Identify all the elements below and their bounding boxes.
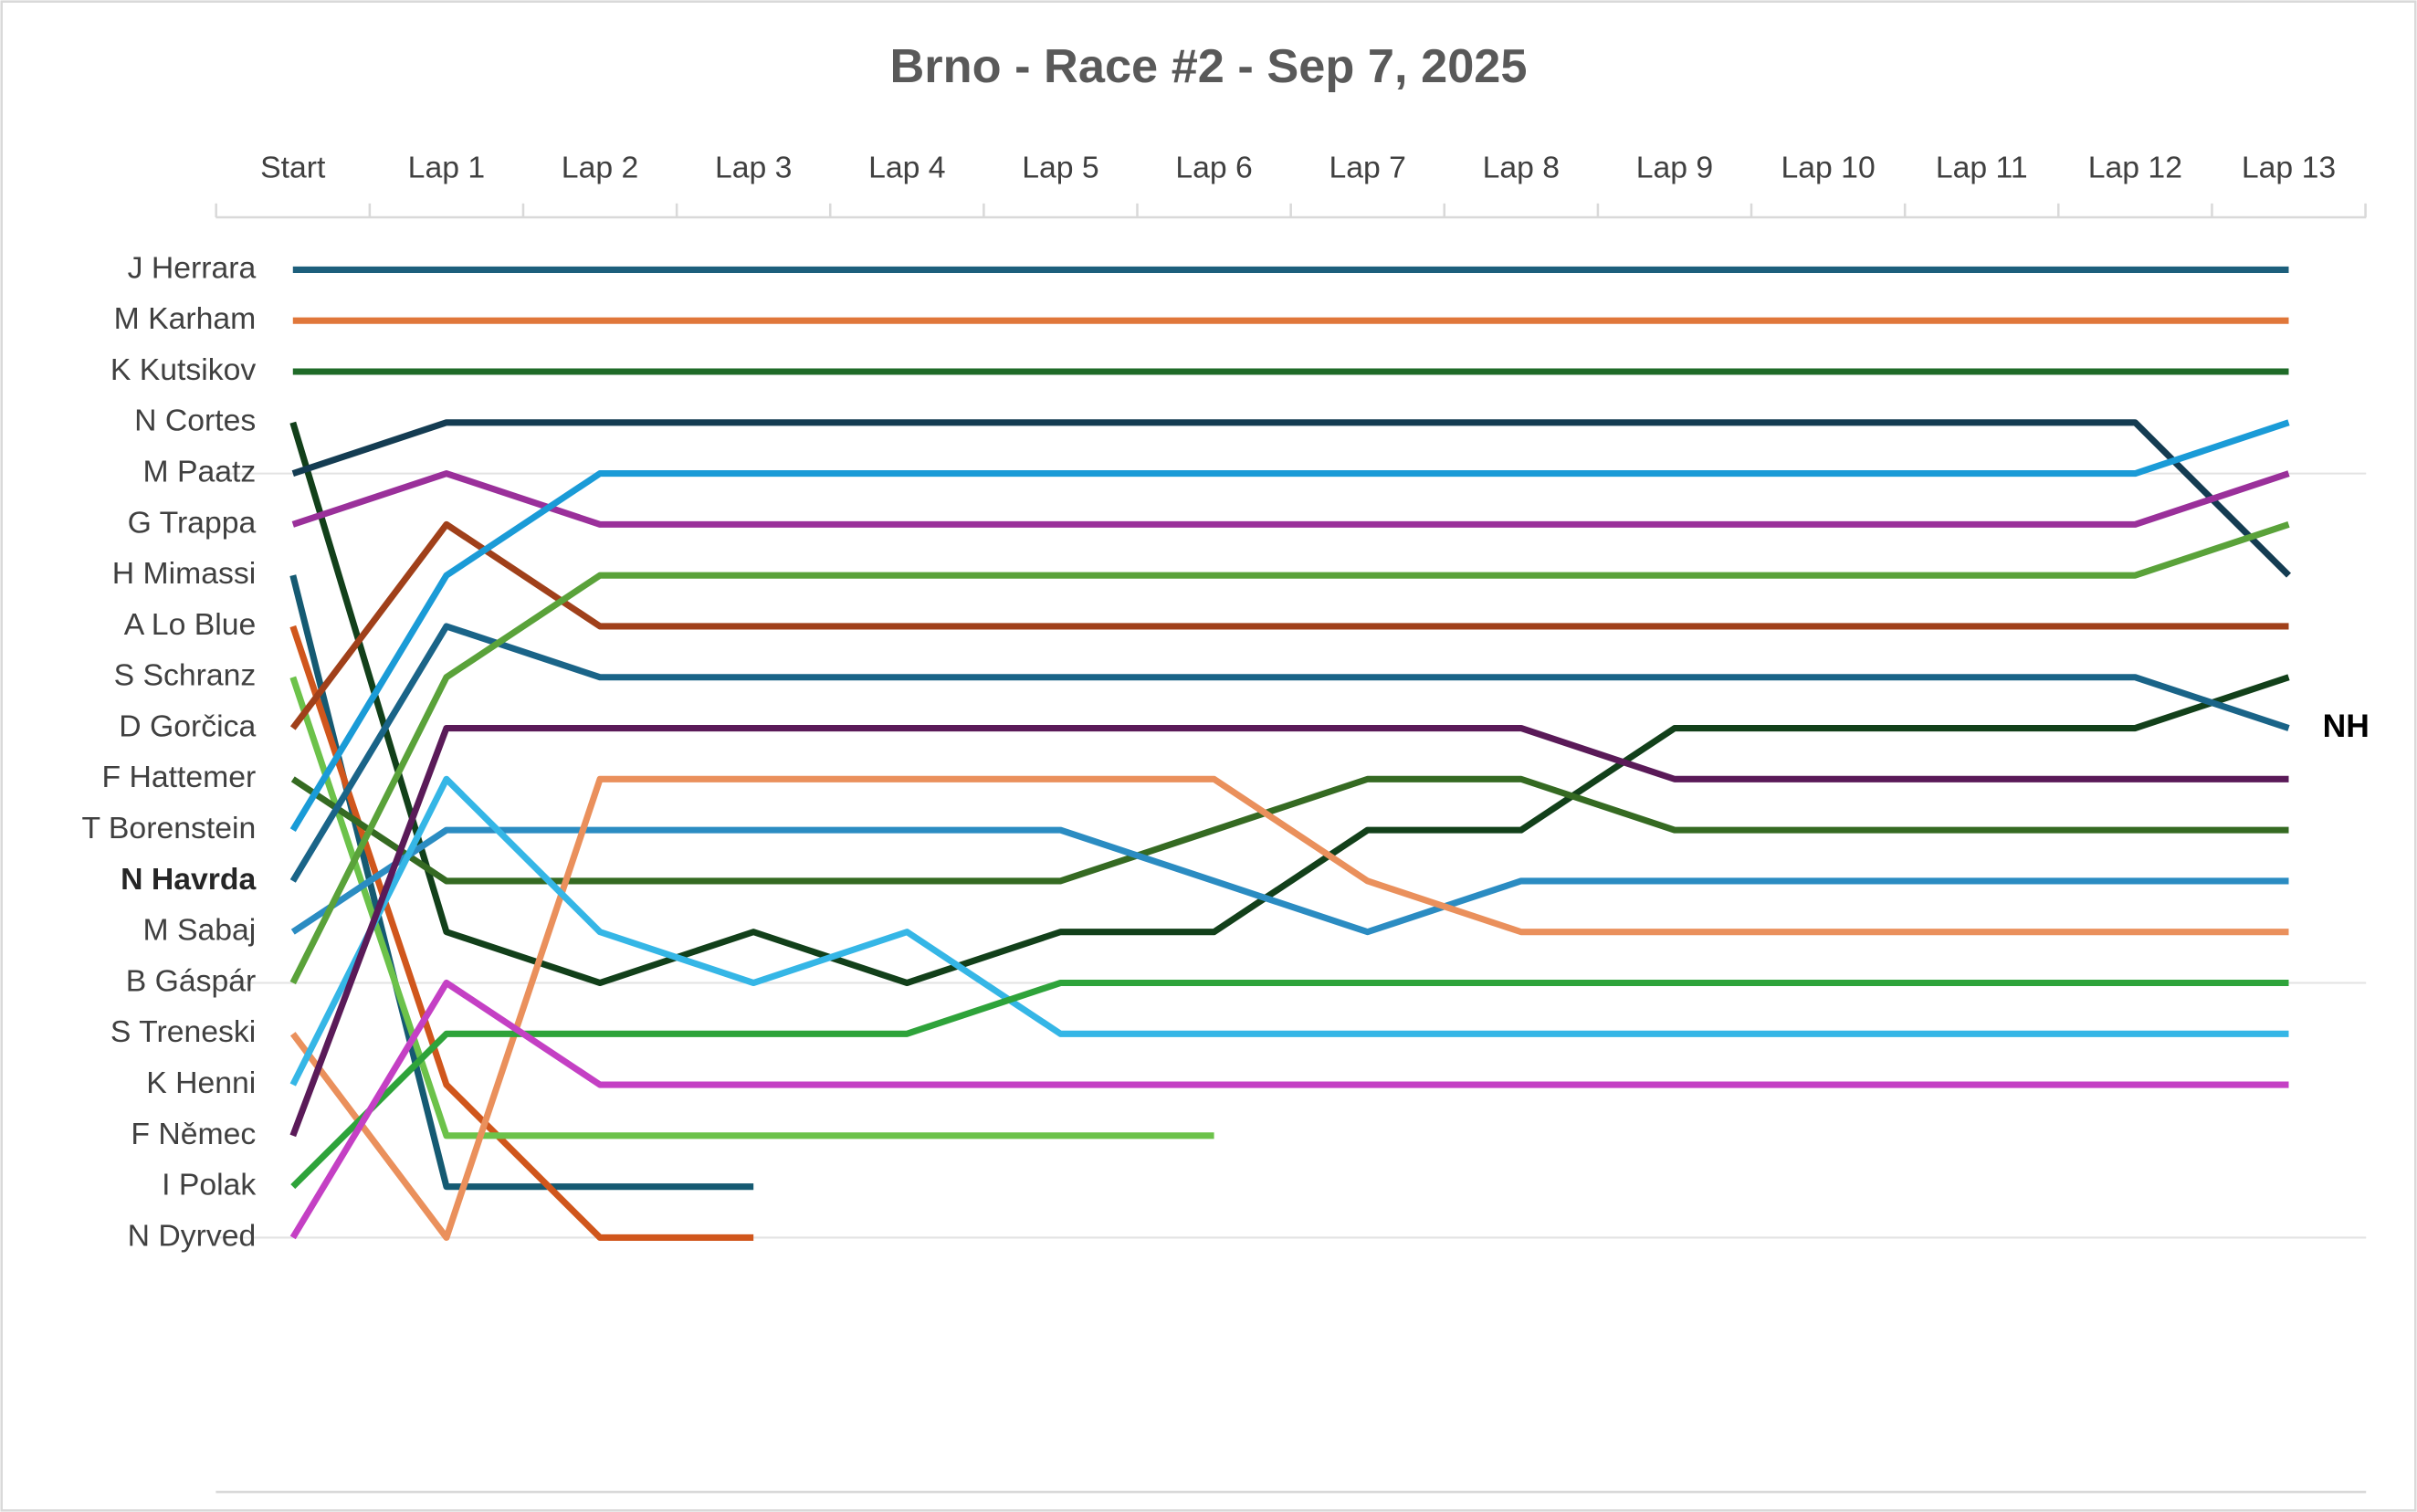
y-tick-label: F Hattemer: [101, 760, 256, 794]
x-tick-label: Lap 10: [1781, 151, 1875, 185]
x-tick-label: Lap 11: [1936, 151, 2028, 185]
y-tick-label: S Schranz: [114, 658, 257, 693]
x-tick-label: Lap 13: [2242, 151, 2336, 185]
series-line: [289, 419, 2290, 832]
y-tick-label: F Němec: [131, 1117, 256, 1151]
x-tick-label: Lap 9: [1636, 151, 1713, 185]
series-line: [289, 421, 2290, 987]
y-tick-label: D Gorčica: [119, 709, 256, 743]
y-tick-label: H Mimassi: [112, 556, 256, 591]
y-tick-label: N Cortes: [134, 404, 256, 438]
x-tick-label: Lap 3: [715, 151, 792, 185]
y-tick-label: S Treneski: [110, 1014, 256, 1049]
end-annotation: NH: [2323, 708, 2370, 744]
x-tick-label: Lap 8: [1483, 151, 1560, 185]
x-tick-label: Lap 1: [408, 151, 485, 185]
y-tick-label: K Henni: [146, 1066, 256, 1100]
y-tick-label: N Havrda: [121, 862, 256, 897]
y-tick-label: M Sabaj: [142, 913, 256, 948]
x-tick-label: Lap 7: [1329, 151, 1405, 185]
y-tick-label: J Herrara: [128, 250, 257, 285]
series-line: [291, 470, 2290, 528]
y-tick-label: T Borenstein: [82, 811, 257, 845]
series-line: [290, 826, 2289, 936]
x-tick-label: Lap 12: [2088, 151, 2182, 185]
x-tick-label: Lap 5: [1022, 151, 1098, 185]
y-tick-label: B Gáspár: [126, 963, 257, 998]
series-line: [289, 625, 754, 1241]
y-tick-label: G Trappa: [128, 505, 257, 540]
y-tick-label: I Polak: [162, 1168, 256, 1202]
y-tick-label: N Dyrved: [128, 1218, 257, 1253]
x-tick-label: Lap 2: [562, 151, 638, 185]
x-tick-label: Lap 6: [1175, 151, 1252, 185]
series-line: [289, 520, 2289, 730]
y-tick-label: M Karham: [114, 301, 257, 336]
series-line: [289, 979, 2289, 1240]
series-line: [290, 979, 2289, 1190]
series-line: [289, 623, 2290, 883]
series-line: [290, 775, 2289, 885]
chart-title: Brno - Race #2 - Sep 7, 2025: [889, 40, 1527, 93]
y-tick-label: A Lo Blue: [124, 607, 256, 642]
y-tick-label: M Paatz: [142, 454, 256, 488]
y-tick-label: K Kutsikov: [110, 352, 257, 387]
series-line: [289, 724, 2289, 1138]
series-line: [289, 775, 2289, 1087]
series-line: [291, 419, 2292, 578]
series-line: [289, 775, 2289, 1241]
series-line: [289, 521, 2290, 985]
x-tick-label: Lap 4: [868, 151, 945, 185]
x-tick-label: Start: [260, 151, 326, 185]
series-line: [289, 676, 1214, 1139]
